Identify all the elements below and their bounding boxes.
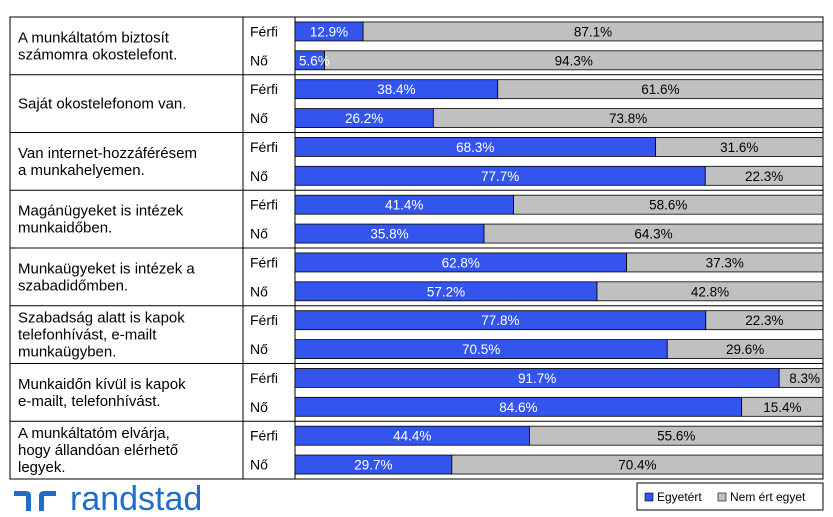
bar-disagree <box>626 252 824 273</box>
legend-label-agree: Egyetért <box>657 490 702 504</box>
legend-frame <box>636 482 824 511</box>
bar-disagree <box>324 50 824 71</box>
value-label-agree: 57.2% <box>427 284 465 299</box>
randstad-logo: randstad <box>14 480 202 517</box>
group-label: Nő <box>250 168 268 184</box>
value-label-disagree: 29.6% <box>726 342 764 357</box>
bar-disagree <box>596 281 824 302</box>
legend-swatch-disagree <box>717 492 727 502</box>
question-label: Van internet-hozzáférésem <box>18 145 197 162</box>
legend-label-disagree: Nem ért egyet <box>730 490 806 504</box>
question-label: legyek. <box>18 459 66 476</box>
bars <box>294 21 824 475</box>
value-label-agree: 84.6% <box>499 400 537 415</box>
value-label-agree: 44.4% <box>393 429 431 444</box>
value-label-disagree: 42.8% <box>691 284 729 299</box>
value-label-disagree: 8.3% <box>789 371 820 386</box>
value-label-disagree: 37.3% <box>706 255 744 270</box>
value-label-agree: 62.8% <box>442 255 480 270</box>
bar-disagree <box>705 310 824 331</box>
question-label: Magánügyeket is intézek <box>18 203 184 220</box>
question-label: Szabadság alatt is kapok <box>18 310 185 327</box>
value-label-agree: 35.8% <box>370 227 408 242</box>
bar-disagree <box>432 108 824 128</box>
question-label: hogy állandóan elérhető <box>18 442 178 459</box>
bar-disagree <box>451 454 824 475</box>
group-label: Nő <box>250 52 268 68</box>
value-label-disagree: 55.6% <box>657 429 695 444</box>
value-label-disagree: 61.6% <box>641 82 679 97</box>
value-label-disagree: 64.3% <box>634 227 672 242</box>
bar-disagree <box>655 137 824 157</box>
value-label-agree: 29.7% <box>354 458 392 473</box>
question-label: Munkaidőn kívül is kapok <box>18 376 186 393</box>
group-label: Nő <box>250 226 268 242</box>
randstad-logo-text: randstad <box>70 480 202 517</box>
value-label-disagree: 22.3% <box>745 169 783 184</box>
value-label-agree: 41.4% <box>385 198 423 213</box>
bar-disagree <box>529 425 824 446</box>
value-label-agree: 91.7% <box>518 371 556 386</box>
legend-swatch-agree <box>644 492 654 502</box>
value-label-disagree: 58.6% <box>649 198 687 213</box>
question-label: a munkahelyemen. <box>18 162 145 179</box>
group-label: Férfi <box>250 254 278 270</box>
value-label-disagree: 73.8% <box>609 111 647 126</box>
group-label: Férfi <box>250 370 278 386</box>
bar-disagree <box>741 396 824 417</box>
question-label: munkaidőben. <box>18 220 112 237</box>
question-label: munkaügyben. <box>18 344 116 361</box>
question-label: Saját okostelefonom van. <box>18 96 186 113</box>
value-label-disagree: 70.4% <box>618 458 656 473</box>
value-label-disagree: 31.6% <box>720 140 758 155</box>
value-label-disagree: 94.3% <box>555 53 593 68</box>
question-label: Munkaügyeket is intézek a <box>18 260 195 277</box>
question-label: számomra okostelefont. <box>18 46 177 63</box>
value-label-agree: 26.2% <box>345 111 383 126</box>
group-label: Nő <box>250 399 268 415</box>
group-label: Férfi <box>250 139 278 155</box>
group-label: Férfi <box>250 81 278 97</box>
question-label: szabadidőmben. <box>18 277 128 294</box>
value-label-agree: 77.7% <box>481 169 519 184</box>
question-label: A munkáltatóm biztosít <box>18 29 170 46</box>
group-label: Nő <box>250 457 268 473</box>
question-label: telefonhívást, e-mailt <box>18 327 157 344</box>
value-label-agree: 68.3% <box>456 140 494 155</box>
bar-disagree <box>513 194 824 215</box>
group-label: Nő <box>250 110 268 126</box>
question-label: e-mailt, telefonhívást. <box>18 393 161 410</box>
group-label: Férfi <box>250 312 278 328</box>
bar-disagree <box>778 368 824 388</box>
value-label-agree: 77.8% <box>481 313 519 328</box>
question-label: A munkáltatóm elvárja, <box>18 425 170 442</box>
value-label-agree: 38.4% <box>377 82 415 97</box>
legend: Egyetért Nem ért egyet <box>636 482 824 511</box>
group-label: Férfi <box>250 197 278 213</box>
table-grid <box>9 16 824 480</box>
value-label-agree: 12.9% <box>310 24 348 39</box>
value-label-agree: 70.5% <box>462 342 500 357</box>
group-label: Férfi <box>250 23 278 39</box>
bar-disagree <box>362 21 824 42</box>
value-label-agree: 5.6% <box>299 53 330 68</box>
randstad-logo-icon <box>14 491 56 511</box>
bar-disagree <box>704 165 824 186</box>
bar-disagree <box>497 79 824 100</box>
group-label: Férfi <box>250 428 278 444</box>
bar-disagree <box>666 339 824 359</box>
bar-disagree <box>483 223 824 244</box>
group-label: Nő <box>250 341 268 357</box>
value-label-disagree: 22.3% <box>745 313 783 328</box>
value-label-disagree: 15.4% <box>763 400 801 415</box>
group-label: Nő <box>250 283 268 299</box>
value-label-disagree: 87.1% <box>574 24 612 39</box>
